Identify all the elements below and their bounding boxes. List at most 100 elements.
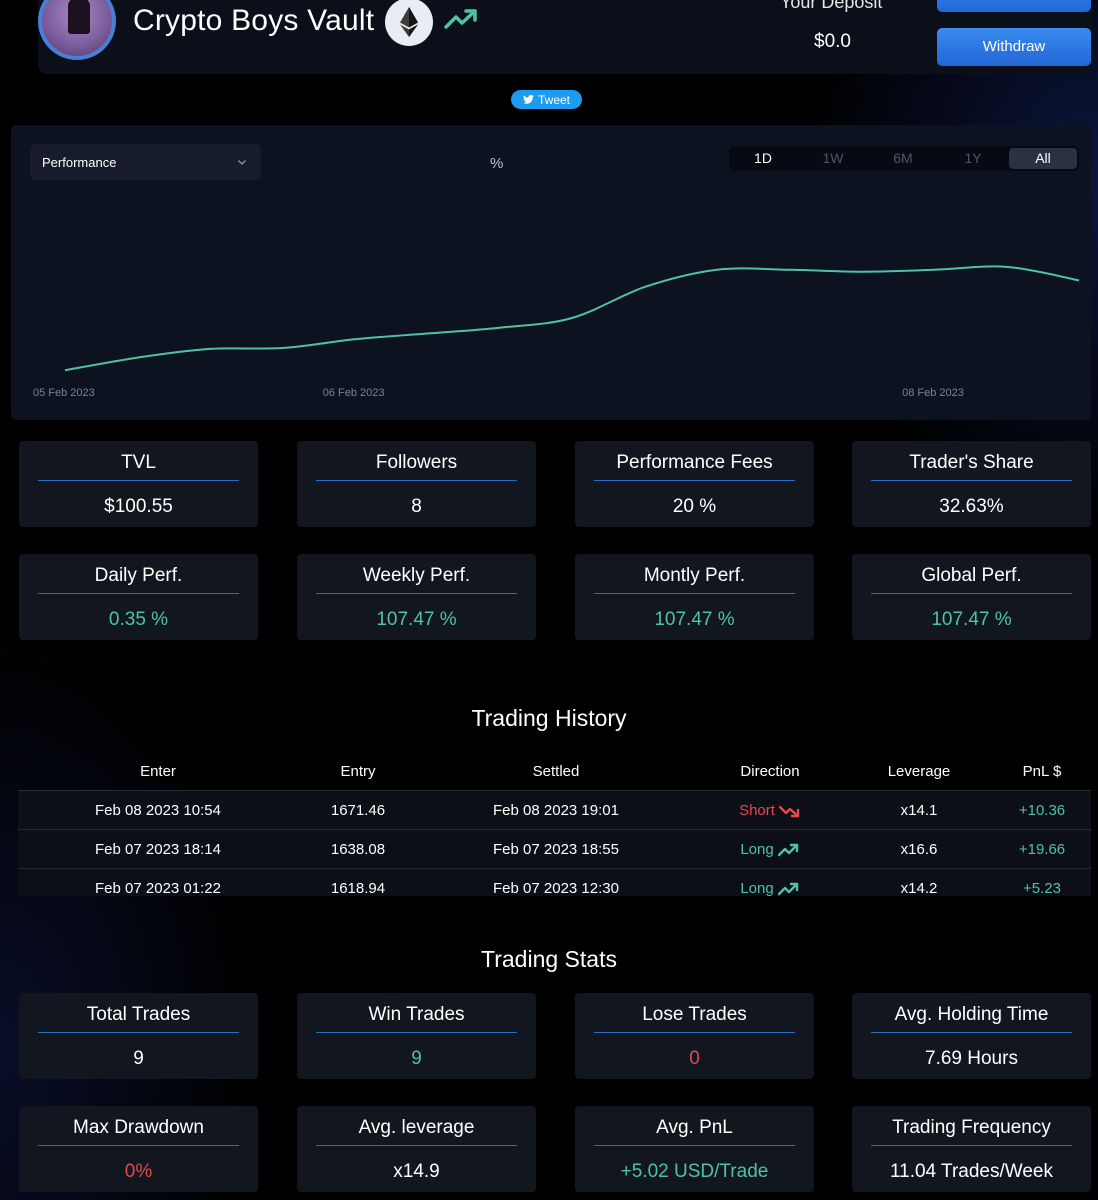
cell-leverage: x16.6 xyxy=(900,841,938,858)
chart-unit-label: % xyxy=(490,155,504,172)
trading-history-title: Trading History xyxy=(471,705,627,731)
card-divider xyxy=(38,1145,239,1146)
stat-card-trader-s-share: Trader's Share 32.63% xyxy=(852,441,1091,527)
card-value: 20 % xyxy=(672,496,717,517)
cell-settled: Feb 08 2023 19:01 xyxy=(493,802,619,819)
card-divider xyxy=(316,1032,517,1033)
range-6m[interactable]: 6M xyxy=(893,150,913,166)
card-value: 11.04 Trades/Week xyxy=(889,1161,1053,1182)
column-header-direction: Direction xyxy=(740,763,800,780)
card-divider xyxy=(38,593,239,594)
range-all[interactable]: All xyxy=(1009,148,1077,169)
ethereum-icon xyxy=(385,0,433,46)
card-title: Weekly Perf. xyxy=(362,565,471,586)
card-divider xyxy=(38,1032,239,1033)
cell-enter: Feb 07 2023 01:22 xyxy=(95,880,221,896)
cell-pnl: +5.23 xyxy=(1023,880,1061,896)
cell-settled: Feb 07 2023 12:30 xyxy=(493,880,619,896)
metric-select[interactable]: Performance xyxy=(30,144,261,180)
card-title: Lose Trades xyxy=(642,1004,747,1025)
metric-select-value: Performance xyxy=(42,155,117,170)
range-1d[interactable]: 1D xyxy=(754,150,772,166)
tweet-label: Tweet xyxy=(537,92,570,107)
card-value: 107.47 % xyxy=(931,609,1012,630)
card-title: Montly Perf. xyxy=(643,565,746,586)
card-divider xyxy=(594,1032,795,1033)
vault-title: Crypto Boys Vault xyxy=(133,4,375,37)
table-row[interactable]: Feb 08 2023 10:54 1671.46 Feb 08 2023 19:0… xyxy=(18,790,1091,829)
performance-series-line xyxy=(64,265,1080,372)
card-value: x14.9 xyxy=(393,1161,440,1182)
card-title: Global Perf. xyxy=(921,565,1022,586)
tweet-button[interactable]: Tweet xyxy=(511,90,582,109)
card-divider xyxy=(871,593,1072,594)
stat-card-followers: Followers 8 xyxy=(297,441,536,527)
card-title: Avg. Holding Time xyxy=(894,1004,1049,1025)
range-1y[interactable]: 1Y xyxy=(964,150,982,166)
card-title: Win Trades xyxy=(368,1004,465,1025)
cell-entry: 1671.46 xyxy=(330,802,386,819)
cell-leverage: x14.2 xyxy=(900,880,938,896)
cell-enter: Feb 07 2023 18:14 xyxy=(95,841,221,858)
card-value: 107.47 % xyxy=(376,609,457,630)
cell-pnl: +10.36 xyxy=(1018,802,1066,819)
table-row[interactable]: Feb 07 2023 01:22 1618.94 Feb 07 2023 12:3… xyxy=(18,868,1091,896)
column-header-settled: Settled xyxy=(532,763,580,780)
card-title: Avg. PnL xyxy=(656,1117,733,1138)
stat-card-tvl: TVL $100.55 xyxy=(19,441,258,527)
card-title: TVL xyxy=(121,452,156,473)
range-1w[interactable]: 1W xyxy=(822,150,844,166)
stat-card-montly-perf: Montly Perf. 107.47 % xyxy=(575,554,814,640)
trending-down-icon xyxy=(778,805,800,818)
trading-stat-card-trading-frequency: Trading Frequency 11.04 Trades/Week xyxy=(852,1106,1091,1192)
trading-history-table: Enter Entry Settled Direction Leverage P… xyxy=(18,752,1091,896)
vault-header xyxy=(38,0,1093,74)
table-row[interactable]: Feb 07 2023 18:14 1638.08 Feb 07 2023 18:5… xyxy=(18,829,1091,868)
card-value: $100.55 xyxy=(104,496,173,517)
column-header-enter: Enter xyxy=(140,763,176,780)
cell-entry: 1618.94 xyxy=(330,880,386,896)
direction-label: Short xyxy=(739,802,775,819)
card-divider xyxy=(871,480,1072,481)
trading-stat-card-win-trades: Win Trades 9 xyxy=(297,993,536,1079)
card-divider xyxy=(594,1145,795,1146)
stat-card-performance-fees: Performance Fees 20 % xyxy=(575,441,814,527)
x-tick-label: 06 Feb 2023 xyxy=(323,387,385,399)
card-divider xyxy=(38,480,239,481)
card-title: Trader's Share xyxy=(909,452,1034,473)
column-header-entry: Entry xyxy=(340,763,376,780)
card-value: 8 xyxy=(411,496,422,517)
trading-stat-card-max-drawdown: Max Drawdown 0% xyxy=(19,1106,258,1192)
cell-leverage: x14.1 xyxy=(900,802,938,819)
deposit-label: Your Deposit xyxy=(780,0,883,12)
card-divider xyxy=(316,593,517,594)
deposit-value: $0.0 xyxy=(814,31,851,52)
card-divider xyxy=(316,480,517,481)
trading-stat-card-avg-pnl: Avg. PnL +5.02 USD/Trade xyxy=(575,1106,814,1192)
cell-direction: Long xyxy=(710,880,830,896)
card-title: Followers xyxy=(375,452,458,473)
cell-direction: Long xyxy=(710,841,830,858)
card-value: +5.02 USD/Trade xyxy=(620,1161,769,1182)
withdraw-button[interactable]: Withdraw xyxy=(937,28,1091,66)
x-tick-label: 05 Feb 2023 xyxy=(33,387,95,399)
trending-up-icon xyxy=(777,843,798,857)
card-divider xyxy=(594,593,795,594)
card-title: Total Trades xyxy=(86,1004,191,1025)
deposit-button[interactable] xyxy=(937,0,1091,12)
vault-avatar xyxy=(38,0,116,60)
cell-enter: Feb 08 2023 10:54 xyxy=(95,802,221,819)
card-value: 9 xyxy=(133,1048,144,1069)
trading-stat-card-avg-leverage: Avg. leverage x14.9 xyxy=(297,1106,536,1192)
card-divider xyxy=(871,1032,1072,1033)
card-title: Daily Perf. xyxy=(94,565,183,586)
trading-stat-card-lose-trades: Lose Trades 0 xyxy=(575,993,814,1079)
direction-label: Long xyxy=(740,880,774,896)
card-divider xyxy=(594,480,795,481)
trending-up-icon xyxy=(444,9,477,29)
card-title: Avg. leverage xyxy=(358,1117,475,1138)
trading-stat-card-total-trades: Total Trades 9 xyxy=(19,993,258,1079)
chevron-down-icon xyxy=(238,160,246,165)
x-tick-label: 08 Feb 2023 xyxy=(902,387,964,399)
range-selector: 1D 1W 6M 1Y All xyxy=(729,146,1079,171)
